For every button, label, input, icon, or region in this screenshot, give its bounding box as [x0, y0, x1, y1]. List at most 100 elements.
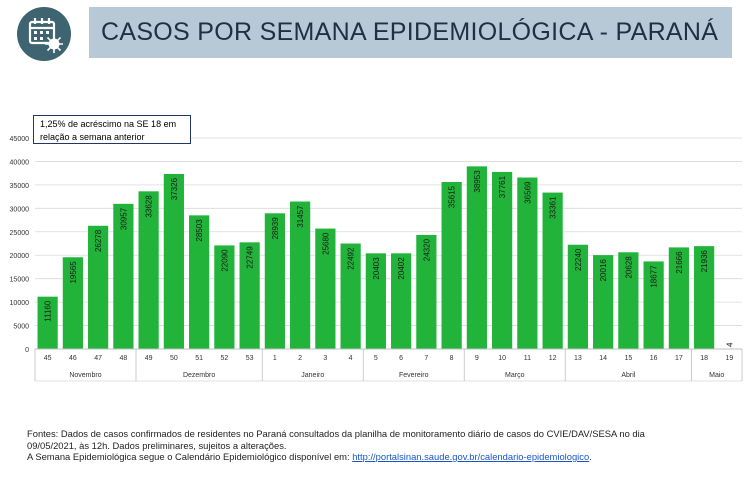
x-category-label: 9 — [475, 355, 479, 362]
footer-sources: Fontes: Dados de casos confirmados de re… — [27, 428, 717, 463]
y-tick-label: 15000 — [10, 277, 30, 284]
bar-value-label: 31457 — [296, 205, 305, 228]
bar-value-label: 28939 — [271, 217, 280, 240]
bar-value-label: 21666 — [675, 251, 684, 274]
x-category-label: 45 — [44, 355, 52, 362]
calendar-virus-logo — [17, 7, 71, 61]
bar-value-label: 22492 — [347, 247, 356, 270]
x-category-label: 11 — [524, 355, 531, 362]
x-category-label: 14 — [599, 355, 607, 362]
y-tick-label: 40000 — [10, 159, 30, 166]
bar — [264, 213, 285, 349]
bar — [239, 242, 260, 349]
y-tick-label: 5000 — [13, 324, 29, 331]
month-group-label: Fevereiro — [399, 372, 429, 379]
bar-value-label: 26278 — [94, 229, 103, 252]
title-banner: CASOS POR SEMANA EPIDEMIOLÓGICA - PARANÁ — [89, 7, 732, 58]
month-group-label: Novembro — [69, 372, 101, 379]
bar-value-label: 11160 — [44, 300, 53, 322]
y-tick-label: 0 — [25, 347, 29, 354]
bar-value-label: 20016 — [599, 259, 608, 282]
bar — [113, 203, 134, 349]
bar — [391, 253, 412, 349]
x-category-label: 16 — [650, 355, 658, 362]
bar-value-label: 22090 — [220, 249, 229, 272]
x-category-label: 4 — [349, 355, 353, 362]
bar — [643, 261, 664, 349]
x-category-label: 53 — [246, 355, 254, 362]
x-category-label: 47 — [94, 355, 102, 362]
bar — [163, 173, 184, 349]
month-group-label: Abril — [621, 372, 635, 379]
x-category-label: 6 — [399, 355, 403, 362]
bar — [593, 255, 614, 349]
bar — [694, 246, 715, 349]
x-category-label: 51 — [195, 355, 203, 362]
annotation-line-1: 1,25% de acréscimo na SE 18 em — [40, 119, 177, 129]
footer-line-2: 09/05/2021, às 12h. Dados preliminares, … — [27, 439, 287, 451]
bar-value-label: 38953 — [473, 170, 482, 193]
bar-value-label: 20628 — [624, 256, 633, 279]
bar-value-label: 33628 — [145, 195, 154, 218]
x-category-label: 19 — [725, 355, 733, 362]
bar — [189, 215, 210, 349]
x-category-label: 2 — [298, 355, 302, 362]
annotation-box: 1,25% de acréscimo na SE 18 em relação a… — [33, 115, 191, 144]
bar — [37, 296, 58, 349]
x-category-label: 7 — [424, 355, 428, 362]
bar-value-label: 28503 — [195, 219, 204, 242]
bar — [668, 247, 689, 349]
bar-value-label: 37326 — [170, 177, 179, 200]
bar-value-label: 19565 — [69, 261, 78, 284]
x-category-label: 12 — [549, 355, 557, 362]
footer-line-3-end: . — [589, 451, 592, 462]
bar — [416, 234, 437, 349]
y-tick-label: 10000 — [10, 300, 30, 307]
bar — [138, 191, 159, 349]
bar — [441, 182, 462, 349]
month-group-label: Dezembro — [183, 372, 215, 379]
bar-value-label: 21936 — [700, 250, 709, 273]
calendar-link[interactable]: http://portalsinan.saude.gov.br/calendar… — [352, 451, 590, 462]
bar-value-label: 22749 — [246, 246, 255, 269]
y-tick-label: 35000 — [10, 183, 30, 190]
x-category-label: 46 — [69, 355, 77, 362]
x-category-label: 10 — [498, 355, 506, 362]
bar — [290, 201, 311, 349]
bar — [492, 171, 513, 349]
bar — [618, 252, 639, 349]
x-category-label: 3 — [323, 355, 327, 362]
bar-value-label: 36569 — [523, 181, 532, 204]
bar — [340, 243, 361, 349]
bar-value-label: 33361 — [549, 196, 558, 219]
x-category-label: 1 — [273, 355, 277, 362]
annotation-line-2: relação a semana anterior — [40, 132, 145, 142]
bar — [466, 166, 487, 349]
footer-line-3: A Semana Epidemiológica segue o Calendár… — [27, 451, 717, 463]
footer-line-1: Fontes: Dados de casos confirmados de re… — [27, 428, 645, 439]
page-title: CASOS POR SEMANA EPIDEMIOLÓGICA - PARANÁ — [101, 18, 719, 46]
x-category-label: 17 — [675, 355, 683, 362]
bar — [62, 257, 83, 349]
y-tick-label: 45000 — [10, 136, 30, 143]
y-tick-label: 30000 — [10, 206, 30, 213]
y-tick-label: 20000 — [10, 253, 30, 260]
bar — [567, 244, 588, 349]
month-group-label: Janeiro — [301, 372, 324, 379]
bar-value-label: 20402 — [397, 257, 406, 280]
x-category-label: 5 — [374, 355, 378, 362]
bar-value-label: 18677 — [650, 265, 659, 288]
bar — [315, 228, 336, 349]
month-group-label: Março — [505, 372, 525, 379]
x-category-label: 18 — [700, 355, 708, 362]
x-category-label: 15 — [624, 355, 632, 362]
bar — [365, 253, 386, 349]
x-category-label: 49 — [145, 355, 153, 362]
bar-value-label: 25680 — [321, 232, 330, 255]
bar — [517, 177, 538, 349]
bar-value-label: 37761 — [498, 175, 507, 198]
x-category-label: 13 — [574, 355, 582, 362]
bar — [214, 245, 235, 349]
x-category-label: 8 — [450, 355, 454, 362]
